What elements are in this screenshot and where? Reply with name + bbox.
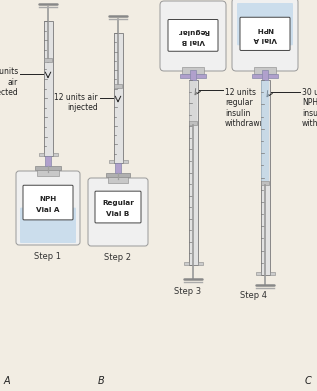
FancyBboxPatch shape	[232, 0, 298, 71]
Bar	[189, 121, 197, 125]
Text: C: C	[305, 376, 312, 386]
Bar	[269, 272, 275, 275]
Bar	[252, 74, 277, 78]
Bar	[106, 173, 130, 177]
Bar	[108, 160, 113, 163]
Text: 12 units air
injected: 12 units air injected	[55, 93, 98, 112]
Bar	[114, 84, 122, 88]
Text: Step 4: Step 4	[240, 291, 267, 300]
Text: 30 units
air
injected: 30 units air injected	[0, 68, 18, 97]
Text: Step 2: Step 2	[105, 253, 132, 262]
Bar	[190, 70, 196, 80]
Bar	[189, 80, 197, 121]
Bar	[261, 80, 269, 181]
Bar	[261, 181, 269, 185]
Bar	[108, 177, 128, 183]
Text: Step 3: Step 3	[174, 287, 202, 296]
Text: Vial B: Vial B	[181, 38, 205, 44]
Bar	[53, 153, 57, 156]
FancyBboxPatch shape	[16, 171, 80, 245]
Text: Vial A: Vial A	[36, 207, 60, 213]
Text: NPH: NPH	[39, 196, 57, 202]
Text: Vial B: Vial B	[106, 211, 130, 217]
Bar	[44, 57, 52, 61]
Bar	[182, 67, 204, 74]
Text: A: A	[4, 376, 11, 386]
Bar	[45, 156, 51, 166]
Text: NPH: NPH	[256, 26, 274, 32]
Text: Vial A: Vial A	[253, 36, 277, 43]
Text: 30 units
NPH
insulin
withdrawn: 30 units NPH insulin withdrawn	[302, 88, 317, 128]
FancyBboxPatch shape	[20, 208, 76, 243]
Bar	[184, 262, 189, 265]
FancyBboxPatch shape	[160, 1, 226, 71]
Bar	[254, 67, 276, 74]
Bar	[113, 33, 122, 163]
Text: Step 1: Step 1	[35, 252, 61, 261]
Bar	[262, 70, 268, 80]
FancyBboxPatch shape	[168, 20, 218, 51]
FancyBboxPatch shape	[88, 178, 148, 246]
Bar	[197, 262, 203, 265]
Bar	[115, 163, 121, 173]
Bar	[37, 170, 59, 176]
Text: Regular: Regular	[102, 201, 134, 206]
Bar	[43, 21, 53, 156]
Text: 12 units
regular
insulin
withdrawn: 12 units regular insulin withdrawn	[225, 88, 266, 128]
Bar	[38, 153, 43, 156]
FancyBboxPatch shape	[240, 17, 290, 50]
Bar	[36, 166, 61, 170]
Text: Regular: Regular	[177, 28, 209, 34]
Bar	[189, 80, 197, 265]
Bar	[180, 74, 205, 78]
Bar	[261, 80, 269, 275]
FancyBboxPatch shape	[23, 185, 73, 220]
FancyBboxPatch shape	[95, 191, 141, 223]
Bar	[256, 272, 261, 275]
Text: B: B	[98, 376, 105, 386]
Bar	[122, 160, 127, 163]
FancyBboxPatch shape	[237, 3, 293, 45]
